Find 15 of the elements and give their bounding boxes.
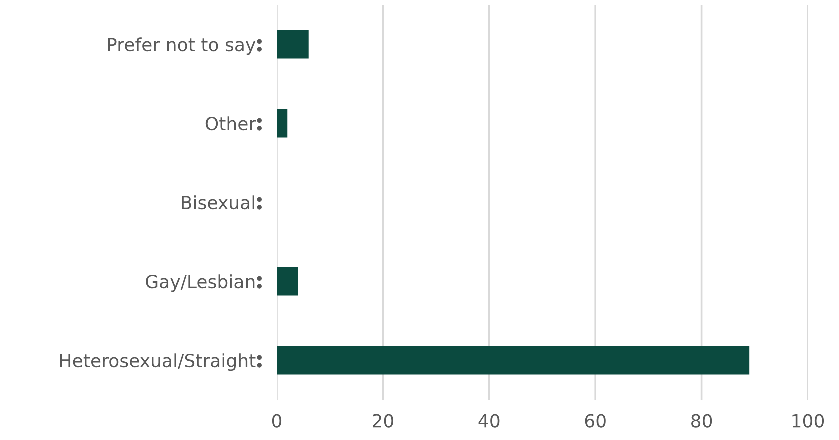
x-tick-label: 20 <box>373 414 394 428</box>
x-tick-label: 0 <box>272 414 282 428</box>
y-tick-label: Gay/Lesbian <box>146 274 255 292</box>
bar <box>277 346 750 375</box>
bar <box>277 109 288 138</box>
x-tick-label: 40 <box>478 414 500 428</box>
y-tick-label: Other <box>206 116 256 131</box>
x-tick-label: 60 <box>585 414 606 428</box>
y-tick-label: Heterosexual/Straight <box>60 354 256 372</box>
bar <box>277 30 309 59</box>
y-tick-label: Bisexual <box>182 196 254 210</box>
y-tick-label: Prefer not to say <box>108 38 256 56</box>
x-tick-label: 80 <box>692 414 712 428</box>
x-tick-label: 100 <box>792 414 824 428</box>
bar <box>277 267 298 296</box>
